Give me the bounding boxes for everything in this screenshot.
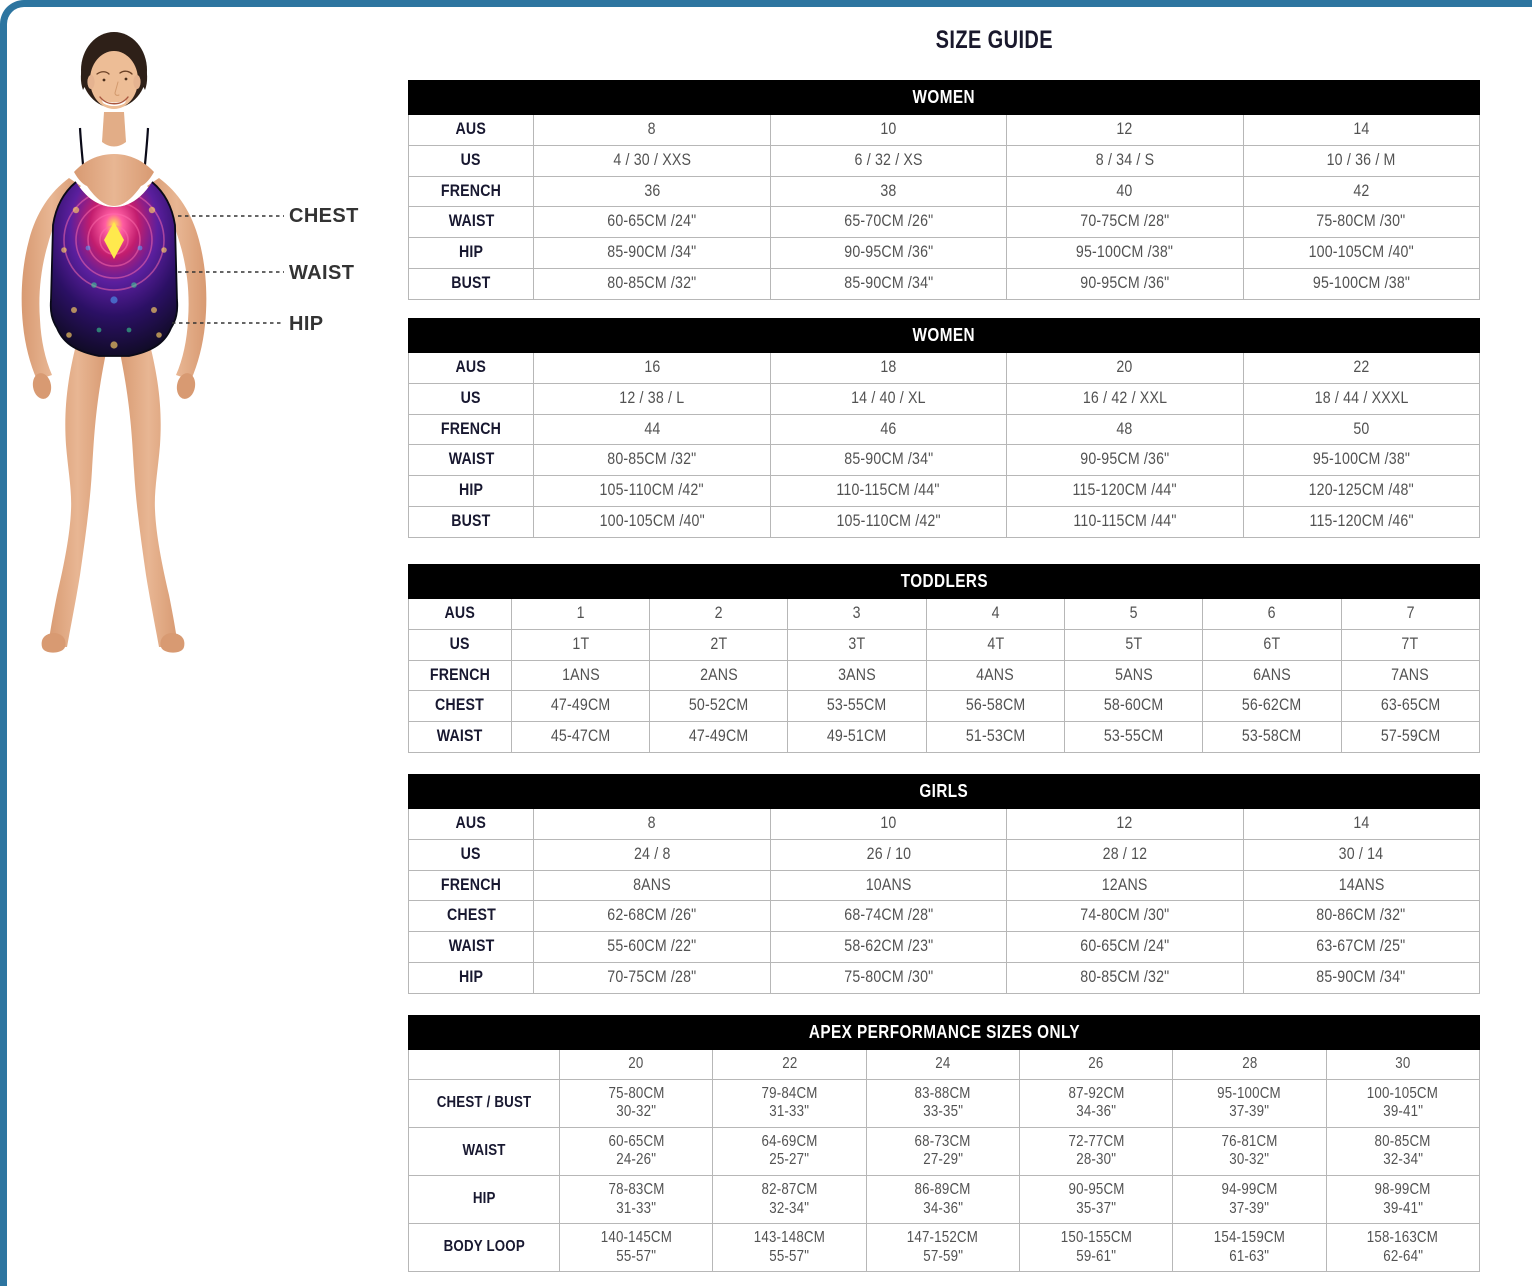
svg-text:WAIST: WAIST [289, 262, 354, 284]
svg-text:HIP: HIP [289, 313, 324, 335]
svg-text:CHEST: CHEST [289, 205, 359, 227]
